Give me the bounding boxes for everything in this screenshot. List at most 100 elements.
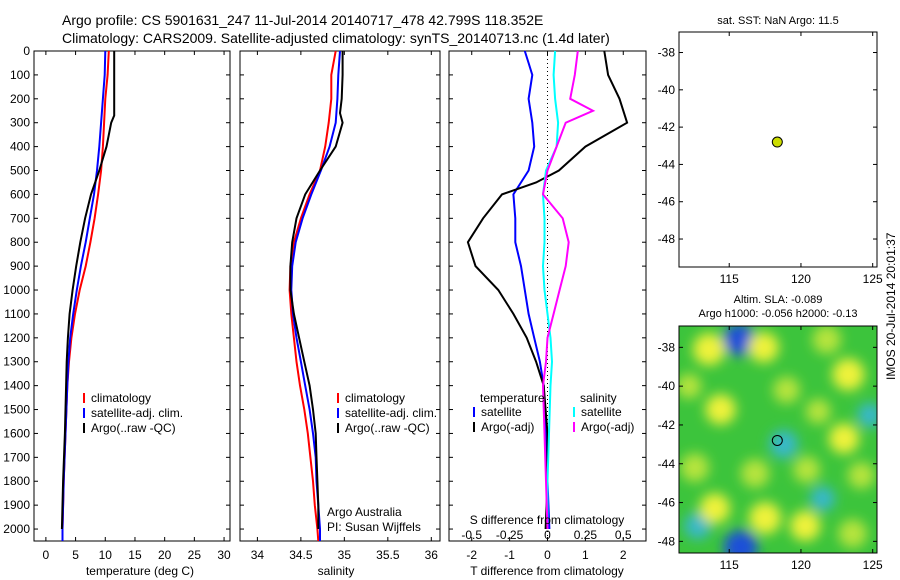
map-y-tick-label: -44: [658, 157, 676, 171]
sla-anomaly-cell: [679, 373, 702, 399]
depth-tick-label: 0: [23, 44, 30, 58]
imos-timestamp-label: IMOS 20-Jul-2014 20:01:37: [884, 232, 898, 380]
map-y-tick-label: -48: [658, 232, 676, 246]
x-tick-label: -1: [504, 548, 515, 562]
depth-tick-label: 1900: [3, 498, 30, 512]
x-tick-label: 0: [544, 548, 551, 562]
sla-anomaly-cell: [790, 510, 821, 542]
credit-line-1: Argo Australia: [327, 505, 402, 519]
argo-location-marker: [771, 434, 783, 446]
x-tick-label: 10: [99, 548, 113, 562]
depth-tick-label: 1700: [3, 450, 30, 464]
depth-tick-label: 1500: [3, 403, 30, 417]
depth-tick-label: 400: [10, 140, 30, 154]
sla-anomaly-map: 115 120 125 -38 -40 -42 -44 -46 -48: [658, 325, 883, 572]
depth-tick-label: 1200: [3, 331, 30, 345]
sla-anomaly-cell: [793, 456, 821, 483]
depth-tick-label: 1100: [4, 307, 30, 321]
sla-map-title-line2: Argo h1000: -0.056 h2000: -0.13: [698, 308, 857, 320]
s-diff-tick-label: -0.5: [461, 528, 482, 542]
legend-salinity-header: salinity: [580, 391, 617, 405]
x-tick-label: 15: [128, 548, 142, 562]
map-x-tick-label: 120: [791, 272, 811, 286]
difference-legend-item-label: Argo(-adj): [581, 420, 634, 434]
depth-tick-label: 1300: [3, 355, 30, 369]
argo-location-marker: [771, 136, 783, 148]
salinity-legend-item-label: Argo(..raw -QC): [345, 421, 430, 435]
map-x-tick-label: 125: [863, 272, 883, 286]
credit-line-2: PI: Susan Wijffels: [327, 520, 421, 534]
sla-anomaly-cell: [812, 326, 842, 354]
temperature-x-axis-label: temperature (deg C): [86, 564, 194, 578]
depth-tick-label: 1600: [3, 426, 30, 440]
depth-tick-label: 200: [10, 92, 30, 106]
map-y-tick-label: -42: [658, 120, 676, 134]
depth-tick-label: 500: [10, 164, 30, 178]
depth-tick-label: 1800: [3, 474, 30, 488]
temperature-profile-panel: 0100200300400500600700800900100011001200…: [3, 44, 231, 562]
sla-heatmap-field: [679, 326, 877, 553]
x-tick-label: 5: [72, 548, 79, 562]
map-x-tick-label: 115: [720, 558, 739, 572]
s-diff-tick-label: 0.5: [615, 528, 632, 542]
figure-title-line1: Argo profile: CS 5901631_247 11-Jul-2014…: [62, 12, 543, 28]
salinity-series-line: [289, 51, 344, 529]
sst-map-title: sat. SST: NaN Argo: 11.5: [717, 15, 838, 27]
sla-anomaly-cell: [723, 326, 756, 356]
sla-anomaly-cell: [748, 332, 779, 363]
figure-title-line2: Climatology: CARS2009. Satellite-adjuste…: [62, 30, 610, 46]
difference-legend-item-label: satellite: [581, 405, 622, 419]
x-tick-label: 2: [620, 548, 627, 562]
sla-anomaly-cell: [769, 430, 799, 459]
sla-anomaly-cell: [828, 423, 860, 454]
depth-tick-label: 1400: [3, 379, 30, 393]
depth-tick-label: 1000: [3, 283, 30, 297]
map-y-tick-label: -40: [658, 83, 676, 97]
sla-anomaly-cell: [705, 394, 736, 425]
depth-tick-label: 900: [10, 259, 30, 273]
x-tick-label: 30: [217, 548, 231, 562]
plot-frame: [239, 50, 441, 542]
sla-anomaly-cell: [680, 453, 710, 482]
map-x-tick-label: 120: [791, 558, 811, 572]
map-border: [678, 325, 878, 554]
sla-anomaly-cell: [832, 358, 865, 391]
x-tick-label: 34: [251, 548, 265, 562]
sla-anomaly-cell: [773, 376, 801, 404]
sst-location-map: 115 120 125 -38 -40 -42 -44 -46 -48: [658, 31, 883, 286]
s-difference-x-axis-label: S difference from climatology: [470, 513, 625, 527]
sla-anomaly-cell: [805, 398, 831, 424]
sla-anomaly-cell: [847, 461, 875, 489]
sla-anomaly-cell: [740, 459, 770, 488]
difference-profile-panel: -2-1012-0.5-0.2500.250.5temperaturesalin…: [448, 50, 647, 562]
salinity-legend-item-label: climatology: [345, 391, 405, 405]
s-diff-tick-label: -0.25: [496, 528, 524, 542]
difference-series-line: [541, 50, 560, 529]
sla-anomaly-cell: [838, 519, 867, 548]
map-frame: [678, 31, 878, 268]
depth-tick-label: 600: [10, 187, 30, 201]
salinity-legend-item-label: satellite-adj. clim.: [345, 406, 437, 420]
x-tick-label: 35.5: [376, 548, 400, 562]
t-difference-x-axis-label: T difference from climatology: [470, 564, 624, 578]
depth-tick-label: 300: [10, 116, 30, 130]
x-tick-label: 36: [425, 548, 439, 562]
sla-anomaly-cell: [693, 333, 726, 366]
x-tick-label: 20: [158, 548, 172, 562]
map-y-tick-label: -48: [658, 534, 676, 548]
map-x-tick-label: 115: [720, 272, 739, 286]
x-tick-label: 35: [338, 548, 352, 562]
sla-map-title-line1: Altim. SLA: -0.089: [734, 294, 823, 306]
x-tick-label: 34.5: [289, 548, 313, 562]
s-diff-tick-label: 0.25: [574, 528, 598, 542]
map-y-tick-label: -46: [658, 496, 676, 510]
salinity-series-line: [288, 50, 337, 542]
map-y-tick-label: -44: [658, 457, 676, 471]
sla-anomaly-cell: [857, 402, 877, 428]
difference-legend-item-label: Argo(-adj): [481, 420, 534, 434]
x-tick-label: 1: [582, 548, 589, 562]
depth-tick-label: 100: [10, 68, 30, 82]
salinity-profile-panel: 34 34.5 35 35.5 36 climatologysatellite-adj. …: [239, 50, 441, 562]
depth-tick-label: 2000: [3, 522, 30, 536]
map-y-tick-label: -42: [658, 418, 676, 432]
